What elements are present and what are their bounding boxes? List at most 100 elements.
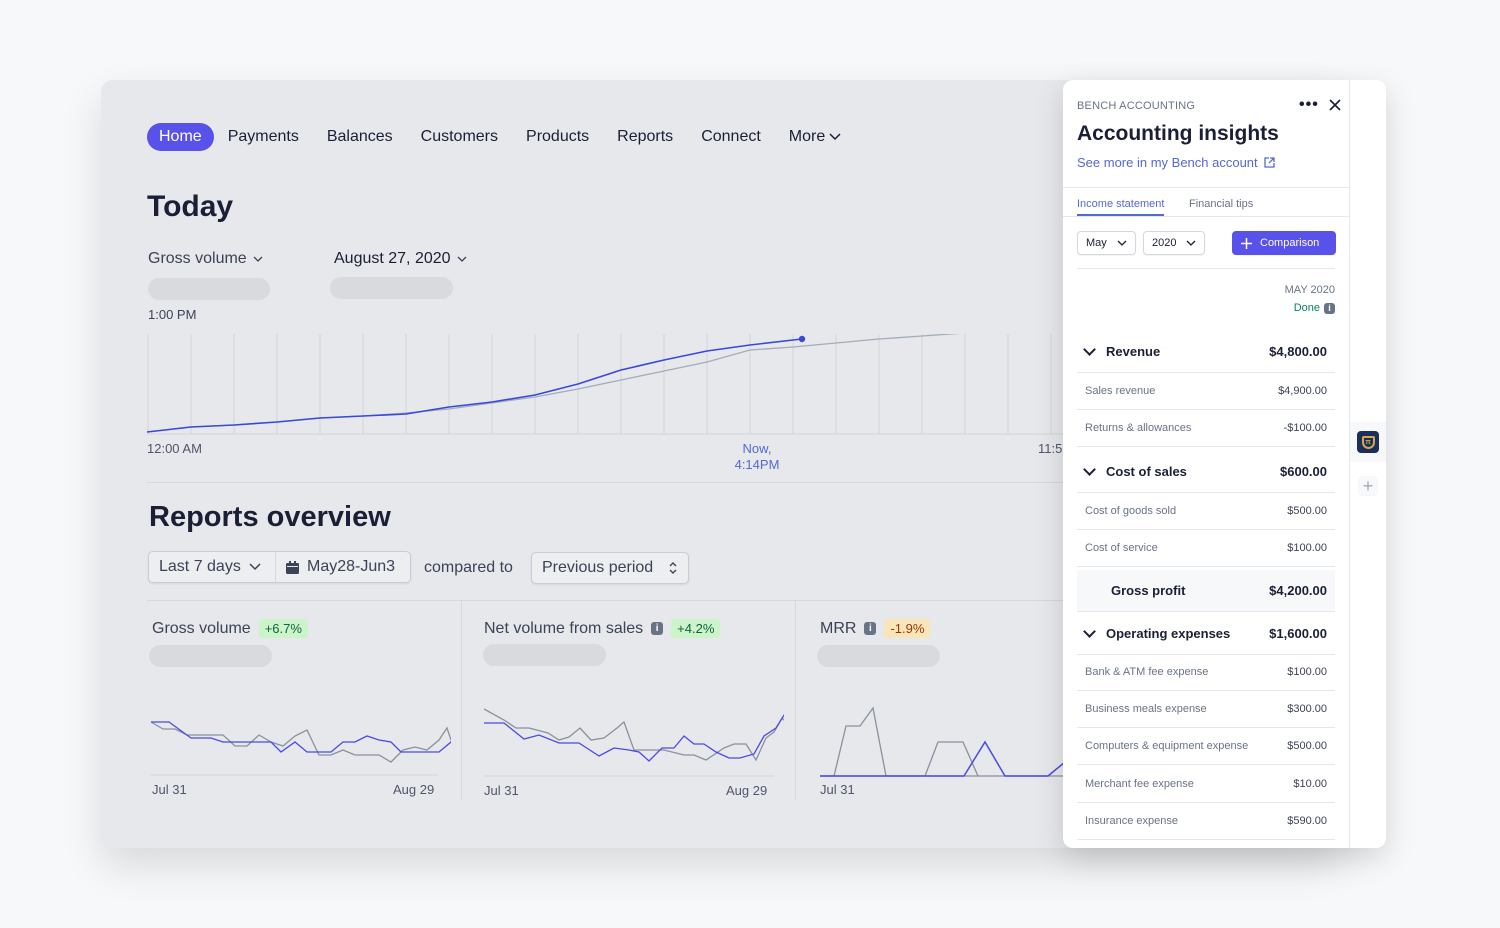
report-card-net-volume[interactable]: Net volume from sales i +4.2% Jul 31 Aug… [481,600,784,800]
line-item: Computers & equipment expense $500.00 [1077,728,1335,765]
date-range-control: Last 7 days May28-Jun3 [148,551,411,583]
today-title: Today [147,190,234,223]
total-label: Gross profit [1111,583,1186,598]
item-value: $300.00 [1287,703,1327,715]
metric-select[interactable]: Gross volume [148,250,263,268]
change-badge: +4.2% [671,619,721,638]
card-title-text: Gross volume [152,619,251,637]
item-label: Cost of service [1085,542,1158,554]
date-range-picker[interactable]: May28-Jun3 [275,552,405,582]
panel-title: Accounting insights [1077,122,1279,145]
panel-actions: ••• [1299,96,1341,114]
value-placeholder [483,644,606,666]
year-select[interactable]: 2020 [1143,231,1206,255]
nav-label: Balances [326,128,393,145]
x-axis-start: Jul 31 [820,782,855,797]
nav-payments[interactable]: Payments [214,123,313,151]
external-link-icon [1264,157,1275,168]
more-options-icon[interactable]: ••• [1299,96,1319,113]
tab-income-statement[interactable]: Income statement [1077,198,1165,216]
value-placeholder [817,645,940,667]
link-text: See more in my Bench account [1077,155,1258,170]
card-title-text: MRR [820,619,857,637]
x-axis-end: 11:5 [1038,441,1063,456]
item-label: Sales revenue [1085,385,1156,397]
add-app-icon[interactable]: + [1358,476,1378,496]
chevron-down-icon [829,133,841,141]
range-select-label: Last 7 days [159,558,241,575]
section-revenue[interactable]: Revenue $4,800.00 [1077,331,1335,373]
bench-account-link[interactable]: See more in my Bench account [1077,155,1275,170]
tab-financial-tips[interactable]: Financial tips [1189,198,1254,210]
status-text: Done [1293,302,1320,314]
gross-profit-row: Gross profit $4,200.00 [1077,570,1335,612]
card-title: Net volume from sales i +4.2% [484,619,721,638]
chevron-down-icon [457,256,467,262]
section-cost-of-sales[interactable]: Cost of sales $600.00 [1077,451,1335,493]
nav-balances[interactable]: Balances [313,123,407,151]
bench-app-icon[interactable]: π [1357,431,1379,453]
info-icon[interactable]: i [864,622,877,635]
nav-label: More [788,128,826,145]
top-nav: Home Payments Balances Customers Product… [147,123,855,151]
chevron-down-icon [1083,343,1096,356]
x-axis-end: Aug 29 [393,782,435,797]
card-title: Gross volume +6.7% [152,619,308,638]
date-range-label: May28-Jun3 [307,558,396,575]
sparkline-chart [484,708,784,777]
value-placeholder [148,278,270,300]
range-select[interactable]: Last 7 days [149,552,275,582]
item-label: Cost of goods sold [1085,505,1177,517]
report-card-mrr[interactable]: MRR i -1.9% Jul 31 [815,600,1120,800]
item-label: Business meals expense [1085,703,1207,715]
close-icon[interactable] [1329,99,1341,111]
now-label: Now, [742,441,772,456]
total-value: $4,200.00 [1269,583,1327,598]
line-item: Bank & ATM fee expense $100.00 [1077,654,1335,691]
month-select-label: May [1086,237,1107,249]
section-total: $4,800.00 [1269,344,1327,359]
line-item: Cost of service $100.00 [1077,530,1335,567]
panel-rail-divider [1349,80,1350,848]
nav-label: Reports [617,128,674,145]
year-select-label: 2020 [1152,237,1177,249]
nav-reports[interactable]: Reports [603,123,687,151]
divider [1063,216,1349,217]
line-item: Insurance expense $590.00 [1077,803,1335,840]
line-item: Returns & allowances -$100.00 [1077,410,1335,447]
nav-more[interactable]: More [775,123,855,151]
nav-home[interactable]: Home [147,123,214,151]
line-item: Sales revenue $4,900.00 [1077,373,1335,410]
item-value: $10.00 [1293,778,1327,790]
divider [1077,268,1335,269]
comparison-button[interactable]: Comparison [1232,231,1336,255]
plus-icon [1241,237,1252,249]
accounting-insights-panel: BENCH ACCOUNTING ••• Accounting insights… [1063,80,1386,848]
chevron-down-icon [253,256,263,262]
section-label: Cost of sales [1106,464,1187,479]
info-icon[interactable]: i [1324,302,1335,314]
nav-connect[interactable]: Connect [687,123,775,151]
x-axis-end: Aug 29 [726,783,768,798]
value-placeholder [149,645,272,667]
report-card-gross-volume[interactable]: Gross volume +6.7% Jul 31 Aug 29 [148,600,451,800]
section-label: Revenue [1106,344,1161,359]
card-divider [461,600,462,800]
compared-to-label: compared to [424,559,513,576]
nav-products[interactable]: Products [512,123,603,151]
time-label: 1:00 PM [148,307,197,322]
divider [1063,187,1349,188]
nav-label: Home [159,128,202,145]
nav-customers[interactable]: Customers [407,123,512,151]
item-label: Returns & allowances [1085,422,1192,434]
date-select[interactable]: August 27, 2020 [334,250,467,268]
month-select[interactable]: May [1077,231,1136,255]
chevron-down-icon [1187,240,1196,246]
section-operating-expenses[interactable]: Operating expenses $1,600.00 [1077,613,1335,655]
compare-select[interactable]: Previous period [531,552,689,584]
item-value: -$100.00 [1283,422,1327,434]
info-icon[interactable]: i [651,622,664,635]
date-select-label: August 27, 2020 [334,250,451,267]
nav-label: Connect [701,128,761,145]
x-axis-start: Jul 31 [152,782,187,797]
